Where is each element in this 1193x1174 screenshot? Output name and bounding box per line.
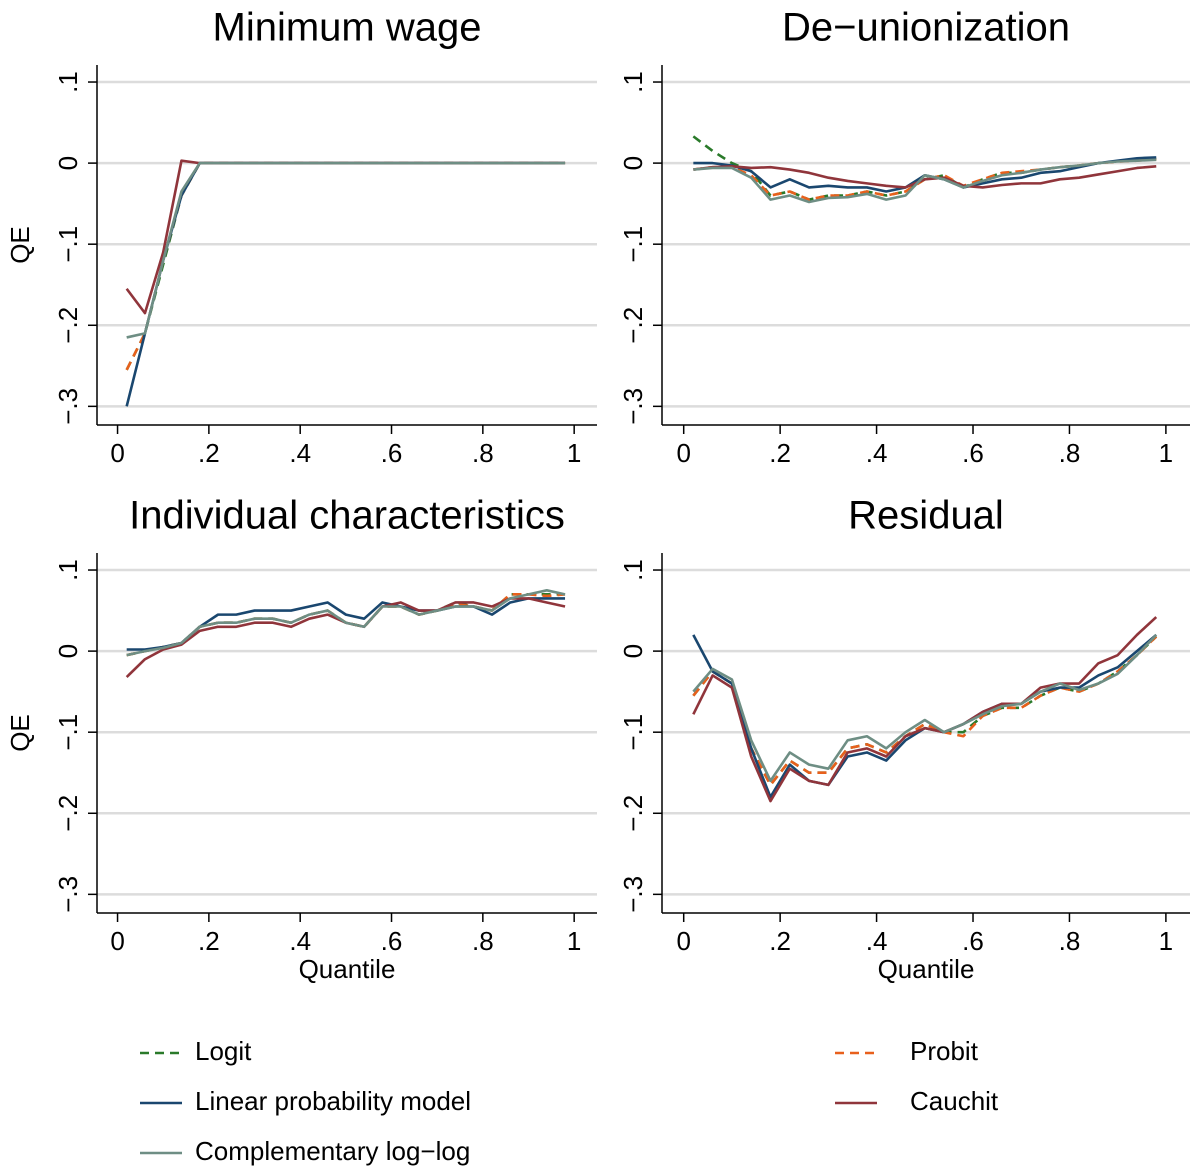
x-tick-label: 1 bbox=[1159, 926, 1173, 956]
y-tick-label: .1 bbox=[618, 71, 648, 93]
y-tick-label: −.1 bbox=[53, 226, 83, 263]
series-line bbox=[125, 161, 566, 371]
y-tick-label: −.2 bbox=[53, 307, 83, 344]
y-tick-label: 0 bbox=[618, 644, 648, 658]
x-tick-label: 0 bbox=[676, 926, 690, 956]
y-tick-label: −.2 bbox=[53, 795, 83, 832]
y-tick-label: 0 bbox=[618, 156, 648, 170]
y-axis-label: QE bbox=[5, 226, 35, 264]
x-tick-label: .4 bbox=[289, 926, 311, 956]
y-tick-label: 0 bbox=[53, 644, 83, 658]
y-tick-label: −.1 bbox=[53, 714, 83, 751]
panel-title: Residual bbox=[848, 494, 1004, 538]
panel-title: Individual characteristics bbox=[129, 494, 565, 538]
x-tick-label: 0 bbox=[676, 438, 690, 468]
panel-title: De−unionization bbox=[782, 6, 1070, 50]
x-tick-label: 0 bbox=[110, 438, 124, 468]
y-axis-label: QE bbox=[5, 714, 35, 752]
legend-label: Probit bbox=[910, 1036, 979, 1066]
y-tick-label: .1 bbox=[53, 71, 83, 93]
series-line bbox=[125, 159, 566, 315]
y-tick-label: −.1 bbox=[618, 226, 648, 263]
x-tick-label: 0 bbox=[110, 926, 124, 956]
series-line bbox=[692, 633, 1158, 799]
series-line bbox=[125, 161, 566, 407]
x-axis-label: Quantile bbox=[878, 954, 975, 984]
panel-title: Minimum wage bbox=[213, 6, 482, 50]
series-line bbox=[693, 158, 1157, 204]
y-tick-label: −.2 bbox=[618, 795, 648, 832]
x-tick-label: .6 bbox=[962, 926, 984, 956]
x-tick-label: 1 bbox=[1159, 438, 1173, 468]
x-axis-label: Quantile bbox=[299, 954, 396, 984]
x-tick-label: .2 bbox=[198, 926, 220, 956]
legend-label: Logit bbox=[195, 1036, 252, 1066]
x-tick-label: 1 bbox=[567, 438, 581, 468]
x-tick-label: .6 bbox=[381, 438, 403, 468]
y-tick-label: −.3 bbox=[618, 876, 648, 913]
y-tick-label: −.2 bbox=[618, 307, 648, 344]
legend-label: Linear probability model bbox=[195, 1086, 471, 1116]
x-tick-label: .8 bbox=[472, 926, 494, 956]
y-tick-label: −.1 bbox=[618, 714, 648, 751]
legend-label: Complementary log−log bbox=[195, 1136, 470, 1166]
x-tick-label: .4 bbox=[866, 438, 888, 468]
x-tick-label: .2 bbox=[198, 438, 220, 468]
series-line bbox=[126, 161, 566, 339]
x-tick-label: .2 bbox=[769, 926, 791, 956]
series-line bbox=[693, 165, 1157, 189]
x-tick-label: .8 bbox=[1059, 438, 1081, 468]
series-line bbox=[692, 616, 1158, 803]
x-tick-label: .6 bbox=[962, 438, 984, 468]
x-tick-label: .4 bbox=[866, 926, 888, 956]
series-line bbox=[692, 635, 1158, 787]
y-tick-label: .1 bbox=[618, 559, 648, 581]
x-tick-label: .4 bbox=[289, 438, 311, 468]
series-line bbox=[125, 161, 566, 371]
x-tick-label: .8 bbox=[1059, 926, 1081, 956]
x-tick-label: .2 bbox=[769, 438, 791, 468]
x-tick-label: .8 bbox=[472, 438, 494, 468]
series-line bbox=[126, 589, 566, 657]
x-tick-label: 1 bbox=[567, 926, 581, 956]
y-tick-label: 0 bbox=[53, 156, 83, 170]
y-tick-label: .1 bbox=[53, 559, 83, 581]
legend-label: Cauchit bbox=[910, 1086, 999, 1116]
x-tick-label: .6 bbox=[381, 926, 403, 956]
y-tick-label: −.3 bbox=[53, 388, 83, 425]
y-tick-label: −.3 bbox=[618, 388, 648, 425]
y-tick-label: −.3 bbox=[53, 876, 83, 913]
series-line bbox=[692, 633, 1158, 783]
